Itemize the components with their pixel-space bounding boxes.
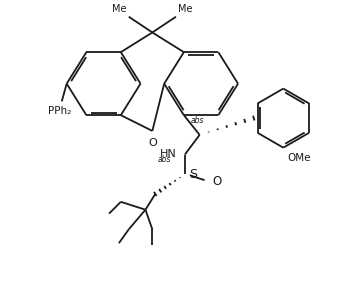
Text: PPh₂: PPh₂	[48, 106, 71, 116]
Text: HN: HN	[160, 149, 177, 158]
Text: OMe: OMe	[287, 153, 311, 163]
Text: abs: abs	[158, 155, 171, 164]
Text: Me: Me	[178, 4, 193, 14]
Text: O: O	[212, 175, 222, 188]
Text: abs: abs	[191, 116, 204, 125]
Text: O: O	[148, 138, 157, 148]
Text: Me: Me	[112, 4, 127, 14]
Text: S: S	[189, 168, 197, 181]
